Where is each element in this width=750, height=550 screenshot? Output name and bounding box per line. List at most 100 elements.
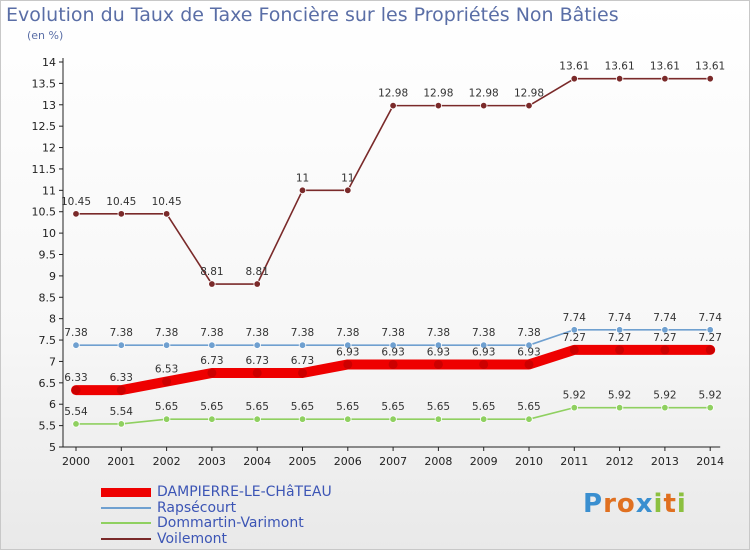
x-tick-label: 2014 bbox=[696, 455, 724, 468]
data-label: 5.92 bbox=[608, 390, 631, 402]
data-point bbox=[615, 326, 624, 334]
data-label: 7.74 bbox=[699, 312, 723, 324]
y-tick-label: 10 bbox=[42, 227, 56, 240]
data-point bbox=[525, 341, 533, 349]
data-label: 7.27 bbox=[608, 332, 631, 344]
data-label: 6.93 bbox=[517, 346, 540, 358]
data-label: 7.38 bbox=[517, 327, 540, 339]
data-label: 8.81 bbox=[246, 266, 269, 278]
x-tick-label: 2005 bbox=[289, 455, 317, 468]
legend-label: Dommartin-Varimont bbox=[157, 515, 304, 531]
data-point bbox=[388, 359, 398, 369]
data-point bbox=[298, 368, 307, 378]
y-tick-label: 12 bbox=[42, 142, 56, 155]
data-label: 12.98 bbox=[469, 88, 499, 100]
data-point bbox=[344, 341, 352, 349]
data-point bbox=[344, 415, 352, 423]
data-point bbox=[72, 210, 80, 218]
data-label: 5.65 bbox=[517, 401, 540, 413]
data-label: 5.92 bbox=[699, 390, 722, 402]
data-point bbox=[480, 101, 488, 110]
legend-swatch bbox=[101, 506, 151, 509]
data-point bbox=[661, 74, 669, 83]
unit-label: (en %) bbox=[27, 29, 64, 42]
x-tick-label: 2004 bbox=[243, 455, 271, 468]
data-label: 6.93 bbox=[336, 346, 359, 358]
data-label: 6.93 bbox=[427, 346, 450, 358]
data-label: 6.33 bbox=[110, 372, 133, 384]
x-tick-label: 2002 bbox=[153, 455, 181, 468]
data-point bbox=[344, 186, 352, 195]
data-label: 12.98 bbox=[378, 88, 408, 100]
logo-letter: r bbox=[603, 489, 617, 519]
y-tick-label: 6 bbox=[49, 398, 56, 411]
data-point bbox=[298, 341, 307, 349]
y-tick-label: 11 bbox=[42, 184, 56, 197]
data-point bbox=[117, 210, 125, 218]
logo-letter: o bbox=[616, 489, 636, 519]
data-label: 12.98 bbox=[423, 88, 453, 100]
data-label: 7.38 bbox=[381, 327, 404, 339]
y-tick-label: 7.5 bbox=[39, 334, 57, 347]
y-tick-label: 10.5 bbox=[32, 206, 57, 219]
y-tick-label: 9.5 bbox=[39, 249, 57, 262]
data-point bbox=[569, 345, 579, 355]
x-tick-label: 2010 bbox=[515, 455, 543, 468]
data-label: 7.38 bbox=[155, 327, 178, 339]
y-tick-label: 5 bbox=[49, 441, 56, 454]
data-point bbox=[615, 345, 625, 355]
data-label: 7.74 bbox=[563, 312, 587, 324]
data-label: 7.27 bbox=[653, 332, 676, 344]
x-tick-label: 2001 bbox=[107, 455, 135, 468]
data-label: 13.61 bbox=[559, 61, 589, 73]
data-label: 7.38 bbox=[427, 327, 450, 339]
data-point bbox=[253, 415, 261, 423]
data-point bbox=[661, 326, 669, 334]
data-label: 5.65 bbox=[246, 401, 269, 413]
data-point bbox=[479, 359, 489, 369]
y-tick-label: 6.5 bbox=[39, 377, 57, 390]
data-point bbox=[706, 326, 714, 334]
data-point bbox=[298, 186, 307, 195]
y-tick-label: 8 bbox=[49, 313, 56, 326]
data-point bbox=[434, 101, 443, 110]
data-point bbox=[389, 101, 397, 110]
data-label: 10.45 bbox=[152, 196, 182, 208]
data-label: 8.81 bbox=[200, 266, 223, 278]
data-point bbox=[389, 341, 397, 349]
data-point bbox=[480, 341, 488, 349]
data-point bbox=[71, 385, 81, 395]
x-tick-label: 2009 bbox=[470, 455, 498, 468]
data-label: 7.27 bbox=[563, 332, 586, 344]
data-point bbox=[72, 420, 80, 428]
data-label: 7.38 bbox=[200, 327, 223, 339]
data-point bbox=[661, 403, 669, 412]
logo-letter: P bbox=[583, 489, 604, 519]
x-tick-label: 2008 bbox=[424, 455, 452, 468]
y-tick-label: 13 bbox=[42, 99, 56, 112]
logo-letter: x bbox=[635, 489, 654, 519]
data-label: 5.65 bbox=[155, 401, 178, 413]
data-point bbox=[524, 359, 534, 369]
data-label: 5.92 bbox=[653, 390, 676, 402]
logo-letter: i bbox=[653, 489, 664, 519]
data-label: 6.93 bbox=[381, 346, 404, 358]
y-tick-label: 14 bbox=[42, 56, 56, 69]
data-point bbox=[162, 415, 171, 423]
data-point bbox=[525, 415, 533, 423]
data-label: 10.45 bbox=[61, 196, 91, 208]
data-label: 7.38 bbox=[110, 327, 133, 339]
data-point bbox=[117, 341, 125, 349]
data-label: 7.38 bbox=[472, 327, 495, 339]
data-label: 13.61 bbox=[695, 61, 725, 73]
data-point bbox=[343, 359, 353, 369]
data-point bbox=[434, 341, 443, 349]
legend-swatch bbox=[101, 537, 151, 540]
x-tick-label: 2007 bbox=[379, 455, 407, 468]
data-label: 6.53 bbox=[155, 364, 178, 376]
y-tick-label: 9 bbox=[49, 270, 56, 283]
data-label: 7.74 bbox=[608, 312, 632, 324]
data-label: 7.38 bbox=[64, 327, 87, 339]
data-point bbox=[208, 280, 216, 288]
